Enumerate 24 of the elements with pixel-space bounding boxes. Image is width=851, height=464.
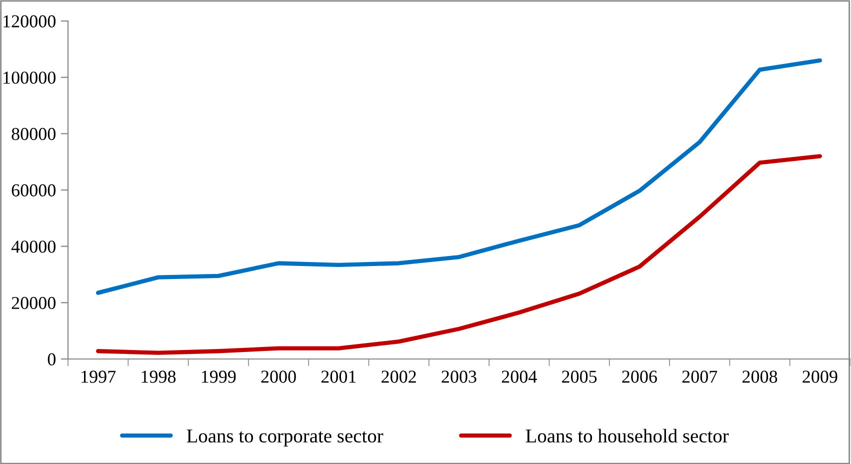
y-tick-label: 120000 xyxy=(4,15,56,28)
legend-label: Loans to corporate sector xyxy=(186,430,384,446)
x-tick-label: 2000 xyxy=(261,370,296,383)
y-tick-label: 20000 xyxy=(12,296,56,310)
y-tick-label: 60000 xyxy=(12,184,56,196)
y-tick-label: 100000 xyxy=(4,72,56,84)
x-tick-label: 1999 xyxy=(202,370,236,383)
x-tick-label: 2008 xyxy=(742,370,778,383)
x-tick-label: 1997 xyxy=(82,370,116,383)
x-tick-label: 2002 xyxy=(382,370,416,383)
legend-label: Loans to household sector xyxy=(526,428,729,443)
x-tick-label: 2004 xyxy=(502,370,537,383)
x-tick-label: 2007 xyxy=(682,370,718,383)
x-tick-label: 2003 xyxy=(442,370,476,383)
line-series xyxy=(96,58,822,295)
y-tick-label: 0 xyxy=(48,353,56,366)
line-series xyxy=(96,154,822,355)
y-tick-label: 40000 xyxy=(11,240,56,253)
x-tick-label: 2006 xyxy=(622,370,657,383)
x-tick-label: 2009 xyxy=(802,370,838,383)
x-tick-label: 1998 xyxy=(142,370,176,383)
x-tick-label: 2005 xyxy=(562,370,597,383)
x-tick-label: 2001 xyxy=(321,370,356,383)
y-tick-label: 80000 xyxy=(12,128,56,140)
